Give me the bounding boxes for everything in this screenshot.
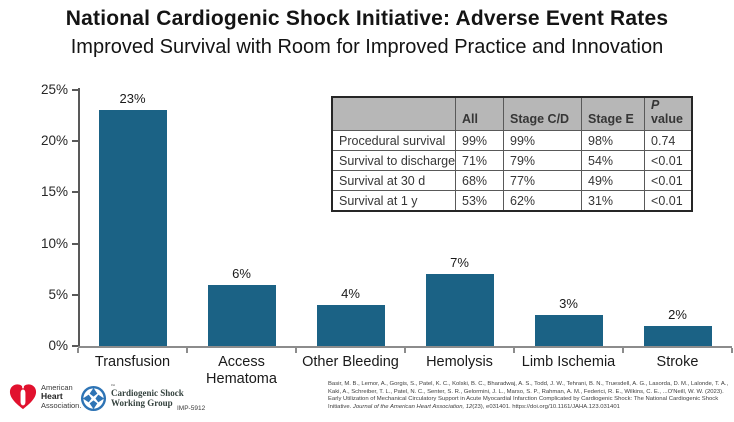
table-col-header-Stage C/D: Stage C/D [503,96,583,131]
imp-code: IMP-5912 [177,405,206,412]
x-axis-tick [186,348,188,353]
table-row: Survival to discharge 71% 79% 54% <0.01 [331,150,693,171]
value-cell: 68% [455,170,505,191]
row-label-cell: Survival at 30 d [331,170,457,191]
citation: Basir, M. B., Lemor, A., Gorgis, S., Pat… [328,381,732,412]
bar-value-label: 3% [559,296,578,312]
aha-logo: American Heart Association. [8,383,81,411]
value-cell: 79% [503,150,583,171]
y-axis-tick [72,140,78,143]
value-cell: 71% [455,150,505,171]
bar-hemolysis [425,274,494,346]
x-axis-tick [622,348,624,353]
aha-line1: American [41,382,73,392]
x-axis-tick [295,348,297,353]
y-axis-tick-label: 10% [40,235,68,251]
y-axis-tick [72,191,78,194]
table-col-header-blank [331,96,457,131]
cswg-pinwheel-icon [80,385,107,412]
value-cell: 54% [581,150,646,171]
cswg-logo: ™ Cardiogenic Shock Working Group [80,383,184,412]
value-cell: <0.01 [644,190,693,212]
table-row: Survival at 30 d 68% 77% 49% <0.01 [331,170,693,191]
x-category-label: Other Bleeding [302,354,399,370]
row-label-cell: Survival at 1 y [331,190,457,212]
y-axis-tick [72,345,78,347]
x-category-label: Stroke [656,354,699,370]
cswg-logo-text: ™ Cardiogenic Shock Working Group [111,383,184,409]
value-cell: 31% [581,190,646,212]
slide-title: National Cardiogenic Shock Initiative: A… [65,7,669,30]
cswg-line2: Working Group [111,397,173,408]
value-cell: 99% [455,130,505,151]
bar-limb-ischemia [534,315,603,346]
y-axis-tick-label: 20% [40,133,68,149]
y-axis-tick-label: 5% [48,286,68,302]
bar-other-bleeding [316,305,385,346]
bar-value-label: 23% [119,91,146,107]
value-cell: 77% [503,170,583,191]
citation-authors: Basir, M. B., Lemor, A., Gorgis, S., Pat… [328,381,729,411]
bar-transfusion [98,110,167,346]
x-category-label: Limb Ischemia [521,354,616,370]
bar-value-label: 6% [232,265,251,281]
citation-tail: (23), e031401. https://doi.org/10.1161/J… [472,404,620,411]
table-row: Survival at 1 y 53% 62% 31% <0.01 [331,190,693,212]
x-axis-tick [404,348,406,353]
x-axis-tick [731,348,733,353]
y-axis-line [78,88,80,346]
aha-line3: Association. [41,400,82,410]
value-cell: <0.01 [644,150,693,171]
value-cell: 49% [581,170,646,191]
x-axis-tick [77,348,79,353]
table-col-header-All: All [455,96,505,131]
bar-stroke [643,325,712,346]
row-label-cell: Survival to discharge [331,150,457,171]
aha-heart-icon [9,384,37,410]
table-row: Procedural survival 99% 99% 98% 0.74 [331,130,693,151]
value-cell: 53% [455,190,505,212]
value-cell: <0.01 [644,170,693,191]
slide-subtitle: Improved Survival with Room for Improved… [70,36,664,58]
y-axis-tick-label: 25% [40,82,68,97]
row-label-cell: Procedural survival [331,130,457,151]
y-axis-tick [72,89,78,91]
cswg-tm: ™ [111,382,115,388]
bar-value-label: 4% [341,286,360,302]
bar-access-hematoma [207,284,276,346]
value-cell: 62% [503,190,583,212]
aha-logo-text: American Heart Association. [41,382,82,410]
x-category-label: Hemolysis [426,354,493,370]
bar-value-label: 2% [668,306,687,322]
aha-line2: Heart [41,391,63,402]
y-axis-tick [72,242,78,245]
x-category-label: Transfusion [94,354,171,370]
value-cell: 98% [581,130,646,151]
x-category-label: Access Hematoma [206,354,277,387]
y-axis-tick [72,293,78,296]
citation-journal: Journal of the American Heart Associatio… [352,404,473,411]
x-axis-tick [513,348,515,353]
table-col-header-Stage E: Stage E [581,96,646,131]
x-axis-line [78,346,732,348]
value-cell: 99% [503,130,583,151]
y-axis-tick-label: 0% [48,338,68,353]
value-cell: 0.74 [644,130,693,151]
cswg-line1: Cardiogenic Shock [111,387,184,398]
y-axis-tick-label: 15% [40,184,68,200]
bar-value-label: 7% [450,255,469,271]
